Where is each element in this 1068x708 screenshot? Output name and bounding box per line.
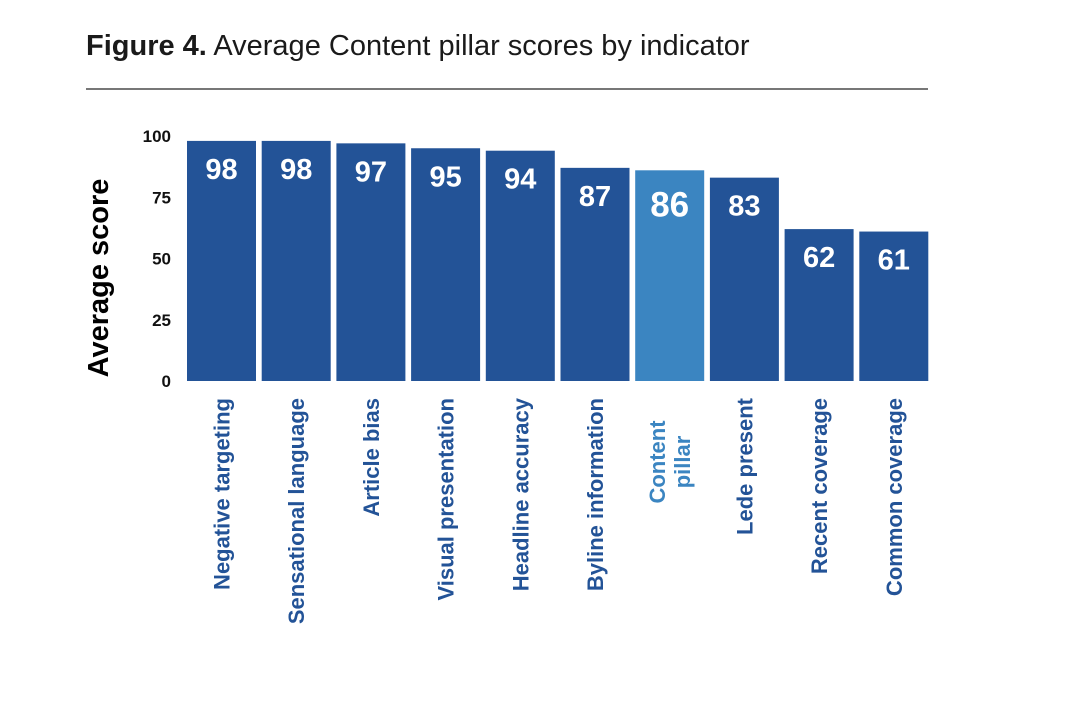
y-tick-label: 100 <box>143 127 171 146</box>
bar <box>336 143 406 381</box>
data-label: 94 <box>504 164 536 196</box>
data-label: 98 <box>205 154 237 186</box>
bar <box>709 177 779 381</box>
data-label: 61 <box>878 245 910 277</box>
x-axis-categories: Negative targeting Sensational language Ar… <box>210 397 907 624</box>
x-tick-label: Recent coverage <box>807 398 832 574</box>
y-tick-label: 75 <box>152 188 171 207</box>
x-tick-label: Visual presentation <box>434 398 459 601</box>
bar <box>261 140 331 381</box>
bar <box>411 148 481 381</box>
bar <box>560 167 630 381</box>
x-tick-label: Negative targeting <box>210 398 235 590</box>
y-tick-label: 0 <box>162 372 171 391</box>
x-tick-label: Sensational language <box>284 398 309 624</box>
figure-caption: Average Content pillar scores by indicat… <box>213 30 750 62</box>
data-label: 95 <box>429 161 461 193</box>
y-tick-label: 50 <box>152 250 171 269</box>
bar <box>784 229 854 381</box>
title-divider <box>86 88 928 90</box>
data-label: 83 <box>728 191 760 223</box>
y-axis-title: Average score <box>83 179 115 378</box>
x-tick-label: pillar <box>670 435 695 488</box>
bar <box>187 140 256 381</box>
data-labels: 98 98 97 95 94 87 86 83 62 61 <box>205 154 910 277</box>
data-label: 86 <box>650 185 689 224</box>
data-label: 98 <box>280 154 312 186</box>
bar <box>859 231 929 381</box>
bar <box>485 150 555 381</box>
x-tick-label: Headline accuracy <box>508 397 533 591</box>
x-tick-label: Byline information <box>583 398 608 591</box>
x-tick-label: Common coverage <box>882 398 907 596</box>
x-tick-label: Content <box>645 420 670 504</box>
bars <box>187 140 929 381</box>
data-label: 62 <box>803 242 835 274</box>
bar <box>635 170 705 381</box>
y-tick-label: 25 <box>152 311 171 330</box>
y-axis-ticks: 0 25 50 75 100 <box>143 127 171 391</box>
data-label: 97 <box>355 156 387 188</box>
chart-title: Figure 4. Average Content pillar scores … <box>86 30 750 63</box>
data-label: 87 <box>579 181 611 213</box>
x-tick-label: Article bias <box>359 398 384 517</box>
figure-number: Figure 4. <box>86 30 207 62</box>
x-tick-label: Lede present <box>732 397 757 535</box>
